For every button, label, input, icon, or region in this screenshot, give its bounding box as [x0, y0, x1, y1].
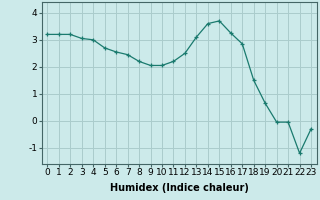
X-axis label: Humidex (Indice chaleur): Humidex (Indice chaleur) [110, 183, 249, 193]
